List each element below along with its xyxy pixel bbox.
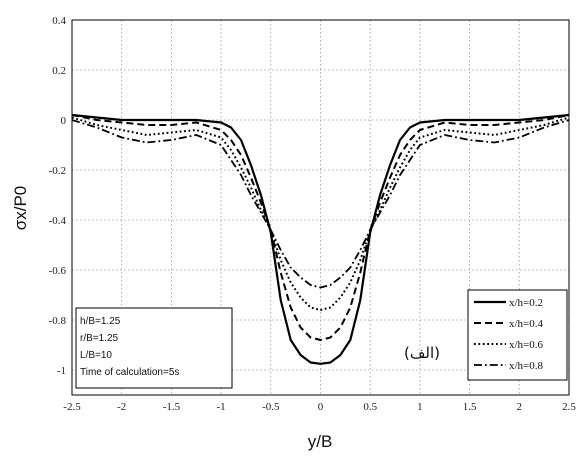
y-tick-label: -0.4 (49, 215, 67, 227)
y-tick-label: 0.2 (52, 65, 66, 77)
x-tick-label: -2 (117, 401, 126, 413)
series-lines (71, 113, 570, 365)
x-tick-label: 0.5 (363, 401, 377, 413)
x-tick-label: 2 (517, 401, 523, 413)
x-tick-label: -1.5 (163, 401, 181, 413)
y-tick-label: 0.4 (52, 15, 66, 27)
legend: x/h=0.2 x/h=0.4 x/h=0.6 x/h=0.8 (467, 289, 568, 381)
series-line (71, 113, 570, 365)
series-line (71, 116, 570, 311)
annotation-box: h/B=1.25 r/B=1.25 L/B=10 Time of calcula… (75, 307, 233, 389)
annotation-line: Time of calculation=5s (80, 367, 179, 378)
y-tick-label: -0.2 (49, 165, 66, 177)
y-tick-label: 0 (61, 115, 67, 127)
y-tick-label: -1 (57, 365, 66, 377)
x-tick-label: 1 (417, 401, 423, 413)
annotation-frame (75, 307, 233, 389)
y-axis-title: σx/P0 (11, 186, 30, 231)
x-tick-label: -0.5 (262, 401, 280, 413)
x-tick-label: 0 (318, 401, 324, 413)
x-tick-label: -1 (217, 401, 226, 413)
legend-label: x/h=0.4 (509, 318, 544, 330)
legend-frame (467, 289, 568, 381)
annotation-line: r/B=1.25 (80, 333, 119, 344)
y-tick-labels: 0.4 0.2 0 -0.2 -0.4 -0.6 -0.8 -1 (49, 15, 67, 377)
annotation-line: L/B=10 (80, 350, 112, 361)
annotation-line: h/B=1.25 (80, 316, 121, 327)
y-tick-label: -0.8 (49, 315, 67, 327)
x-axis-title: y/B (308, 432, 333, 451)
legend-label: x/h=0.8 (509, 360, 544, 372)
x-tick-label: 1.5 (463, 401, 477, 413)
y-tick-label: -0.6 (49, 265, 67, 277)
legend-label: x/h=0.2 (509, 297, 543, 309)
panel-label: (الف) (404, 344, 440, 362)
x-tick-labels: -2.5 -2 -1.5 -1 -0.5 0 0.5 1 1.5 2 2.5 (63, 401, 576, 413)
series-line (71, 119, 570, 289)
x-tick-label: 2.5 (562, 401, 576, 413)
legend-label: x/h=0.6 (509, 339, 544, 351)
x-tick-label: -2.5 (63, 401, 81, 413)
series-line (71, 114, 570, 341)
plot-frame (71, 19, 570, 396)
